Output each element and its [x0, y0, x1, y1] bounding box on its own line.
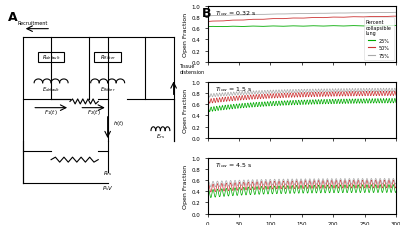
Text: $T_{low}$ = 4.5 s: $T_{low}$ = 4.5 s: [215, 161, 252, 169]
Bar: [94, 52, 121, 63]
Text: Tissue
distension: Tissue distension: [179, 63, 204, 74]
Text: $R_{default}$: $R_{default}$: [42, 53, 60, 62]
Text: $R_{Ritter}$: $R_{Ritter}$: [100, 53, 116, 62]
Y-axis label: Open Fraction: Open Fraction: [183, 164, 188, 208]
Legend: 25%, 50%, 75%: 25%, 50%, 75%: [364, 18, 394, 60]
Text: $E_{rs}$: $E_{rs}$: [156, 131, 165, 140]
Text: A: A: [8, 11, 17, 24]
Y-axis label: Open Fraction: Open Fraction: [183, 88, 188, 132]
Text: $T_{low}$ = 0.32 s: $T_{low}$ = 0.32 s: [215, 9, 256, 18]
Text: $P_s V$: $P_s V$: [102, 183, 114, 192]
Text: B: B: [202, 7, 212, 20]
Text: $E_{Ritter}$: $E_{Ritter}$: [100, 85, 116, 94]
Text: $F_2(t)$: $F_2(t)$: [87, 107, 100, 116]
Y-axis label: Open Fraction: Open Fraction: [183, 13, 188, 57]
Text: $F_1(t)$: $F_1(t)$: [44, 107, 58, 116]
Text: $T_{low}$ = 1.5 s: $T_{low}$ = 1.5 s: [215, 85, 252, 94]
Bar: [38, 52, 64, 63]
Text: Recruitment: Recruitment: [17, 21, 48, 26]
Text: $E_{default}$: $E_{default}$: [42, 85, 60, 94]
Text: $R_{rs}$: $R_{rs}$: [103, 169, 112, 177]
Text: $h(t)$: $h(t)$: [113, 119, 125, 128]
